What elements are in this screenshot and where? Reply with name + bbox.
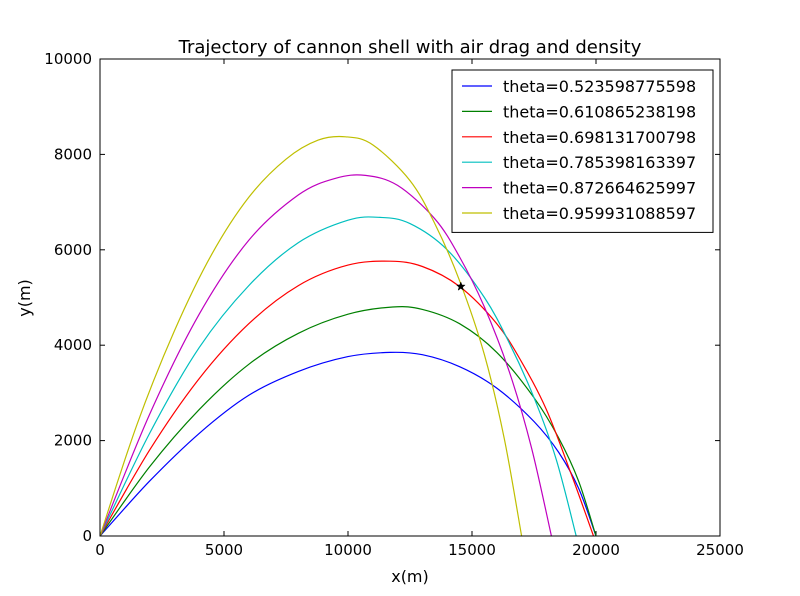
chart-title: Trajectory of cannon shell with air drag… xyxy=(178,37,642,58)
y-tick-label: 4000 xyxy=(54,336,92,354)
x-axis-title: x(m) xyxy=(391,567,429,586)
y-tick-label: 10000 xyxy=(44,50,92,68)
x-tick-label: 15000 xyxy=(448,541,496,559)
x-tick-label: 0 xyxy=(95,541,105,559)
x-tick-label: 25000 xyxy=(696,541,744,559)
legend-label: theta=0.698131700798 xyxy=(503,128,696,147)
x-tick-label: 10000 xyxy=(324,541,372,559)
y-axis-title: y(m) xyxy=(15,279,34,317)
legend-label: theta=0.785398163397 xyxy=(503,153,696,172)
y-tick-label: 2000 xyxy=(54,432,92,450)
series-line-0 xyxy=(99,351,597,537)
series-lines xyxy=(99,135,597,537)
x-tick-label: 5000 xyxy=(205,541,243,559)
legend-label: theta=0.959931088597 xyxy=(503,204,696,223)
legend-label: theta=0.872664625997 xyxy=(503,179,696,198)
legend-label: theta=0.610865238198 xyxy=(503,102,696,121)
y-tick-label: 0 xyxy=(82,527,92,545)
series-line-1 xyxy=(99,306,597,537)
star-marker xyxy=(455,281,466,291)
series-line-3 xyxy=(99,216,577,537)
plot-frame xyxy=(99,58,721,537)
series-line-5 xyxy=(99,135,523,537)
series-line-2 xyxy=(99,260,595,537)
x-tick-label: 20000 xyxy=(572,541,620,559)
y-tick-label: 6000 xyxy=(54,241,92,259)
series-line-4 xyxy=(99,174,552,537)
legend: theta=0.523598775598 theta=0.610865238198… xyxy=(451,69,714,233)
y-tick-label: 8000 xyxy=(54,145,92,163)
legend-label: theta=0.523598775598 xyxy=(503,77,696,96)
legend-box xyxy=(451,69,714,233)
axis-ticks: 0 5000 10000 15000 20000 25000 0 2000 4000 6000 80… xyxy=(44,50,744,559)
